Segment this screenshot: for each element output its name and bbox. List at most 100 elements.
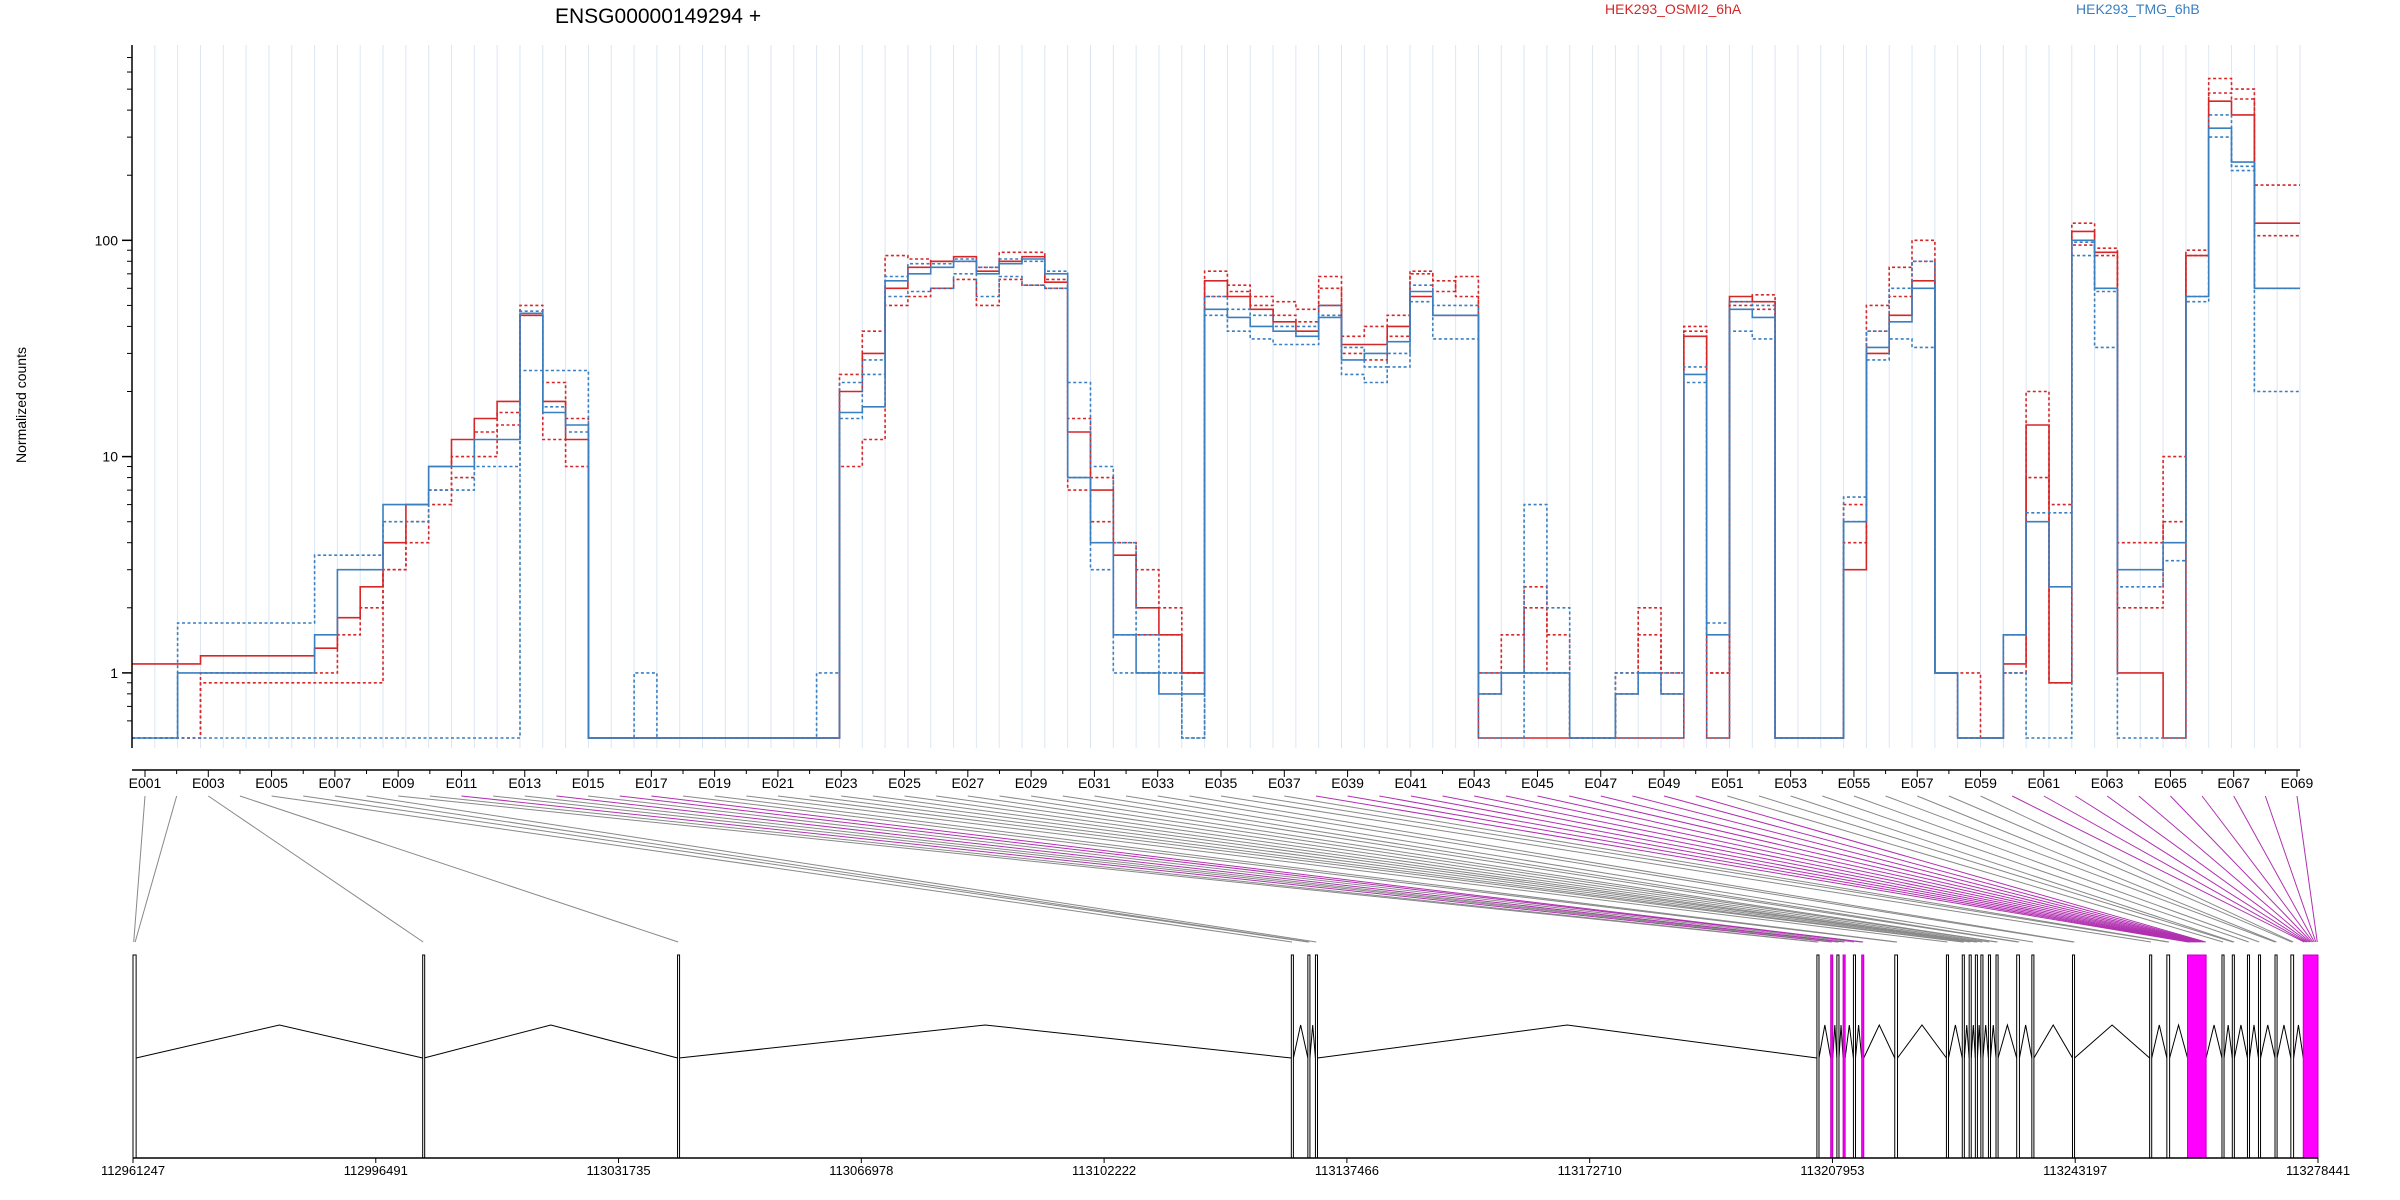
intron [136,1024,423,1059]
exon-connector [2075,795,2308,943]
exon-connector [461,795,1832,943]
exon-connector [1474,795,2196,943]
exon-axis: E001 E003 E005 E007 E009 E011 E013 E015 E017 E019… [129,769,2314,791]
exon [2071,954,2076,1159]
intron [1818,1024,1832,1059]
intron [2276,1024,2292,1059]
exon-connector [1980,795,2294,943]
exon-connector [2106,795,2309,943]
exon [1314,954,1319,1159]
genomic-tick-label: 113066978 [829,1163,893,1178]
intron [1963,1024,1970,1059]
exon-connector [2264,795,2317,943]
exon [1968,954,1972,1159]
exon-label: E053 [1774,775,1807,791]
intron [2074,1024,2150,1059]
exon-connector [398,795,1818,943]
exon-label: E039 [1331,775,1364,791]
exon [1816,954,1820,1159]
exon-label: E021 [762,775,795,791]
exon-connector [999,795,1997,943]
series-line-osmi2-0 [132,100,2300,739]
exon-label: E057 [1901,775,1934,791]
intron [2151,1024,2168,1059]
y-tick-label: 10 [102,449,118,465]
exon-connector [777,795,1963,943]
exon [1852,954,1856,1159]
exon-connector [904,795,1978,943]
intron [1838,1024,1844,1059]
exon-connector [1284,795,2170,943]
exon-connector [429,795,1819,943]
intron [1832,1024,1838,1059]
exon-label: E031 [1078,775,1111,791]
exon [2274,954,2278,1159]
exon-label: E025 [888,775,921,791]
genomic-tick-label: 113172710 [1558,1163,1622,1178]
intron [1990,1024,1997,1059]
y-axis-label: Normalized counts [13,347,29,463]
intron [2293,1024,2304,1059]
exon-connector [1600,795,2202,943]
exon [132,954,137,1159]
intron [2205,1024,2223,1059]
novel-exon [1830,954,1834,1159]
intron [1863,1023,1896,1059]
series-line-osmi2-2 [132,92,2300,739]
exon-label: E003 [192,775,225,791]
exon-connector [334,795,1310,943]
exon-label: E065 [2154,775,2187,791]
exon [1945,954,1949,1159]
intron [1317,1024,1817,1059]
exon-label: E063 [2091,775,2124,791]
exon-connector [303,795,1308,943]
exon-label: E069 [2281,775,2314,791]
exon-connector [1031,795,1998,943]
exon-connector [1758,795,2233,943]
exon-label: E015 [572,775,605,791]
intron [2249,1024,2259,1059]
intron [2260,1024,2276,1059]
exon-connector [1885,795,2276,943]
exon-connector [1189,795,2075,943]
exon-label: E059 [1964,775,1997,791]
exon-connector [967,795,1990,943]
exon-label: E037 [1268,775,1301,791]
genomic-tick-label: 112996491 [344,1163,408,1178]
exon [1987,954,1992,1159]
exon-label: E067 [2217,775,2250,791]
exon-connector [208,795,424,943]
legend-tmg: HEK293_TMG_6hB [2076,1,2200,17]
y-axis: 1 10 100 [95,45,133,748]
exon-connector [1220,795,2152,943]
exon-connector [1125,795,2034,943]
intron [2033,1024,2073,1059]
genomic-tick-label: 113137466 [1315,1163,1379,1178]
genomic-tick-label: 113102222 [1072,1163,1136,1178]
exon-connector [1537,795,2199,943]
exon-connector [1632,795,2203,943]
exon-label: E047 [1584,775,1617,791]
exon-connector [1094,795,2020,943]
exon [2166,954,2171,1159]
exon-label: E013 [508,775,541,791]
exon [1836,954,1840,1159]
intron [423,1024,678,1059]
series-line-tmg-4 [132,114,2300,739]
novel-exon [1861,954,1865,1159]
intron [1854,1024,1863,1059]
exon-connectors [133,795,2318,943]
series-line-osmi2-1 [132,77,2300,739]
exon-label: E043 [1458,775,1491,791]
exon-label: E035 [1205,775,1238,791]
exon [422,954,426,1159]
exon-label: E045 [1521,775,1554,791]
exon-connector [936,795,1983,943]
exon-label: E001 [129,775,162,791]
intron [678,1024,1292,1059]
exon [1961,954,1965,1159]
exon-connector [1948,795,2292,943]
exon [2149,954,2153,1159]
series-lines [132,77,2300,739]
exon-label: E011 [446,775,478,791]
